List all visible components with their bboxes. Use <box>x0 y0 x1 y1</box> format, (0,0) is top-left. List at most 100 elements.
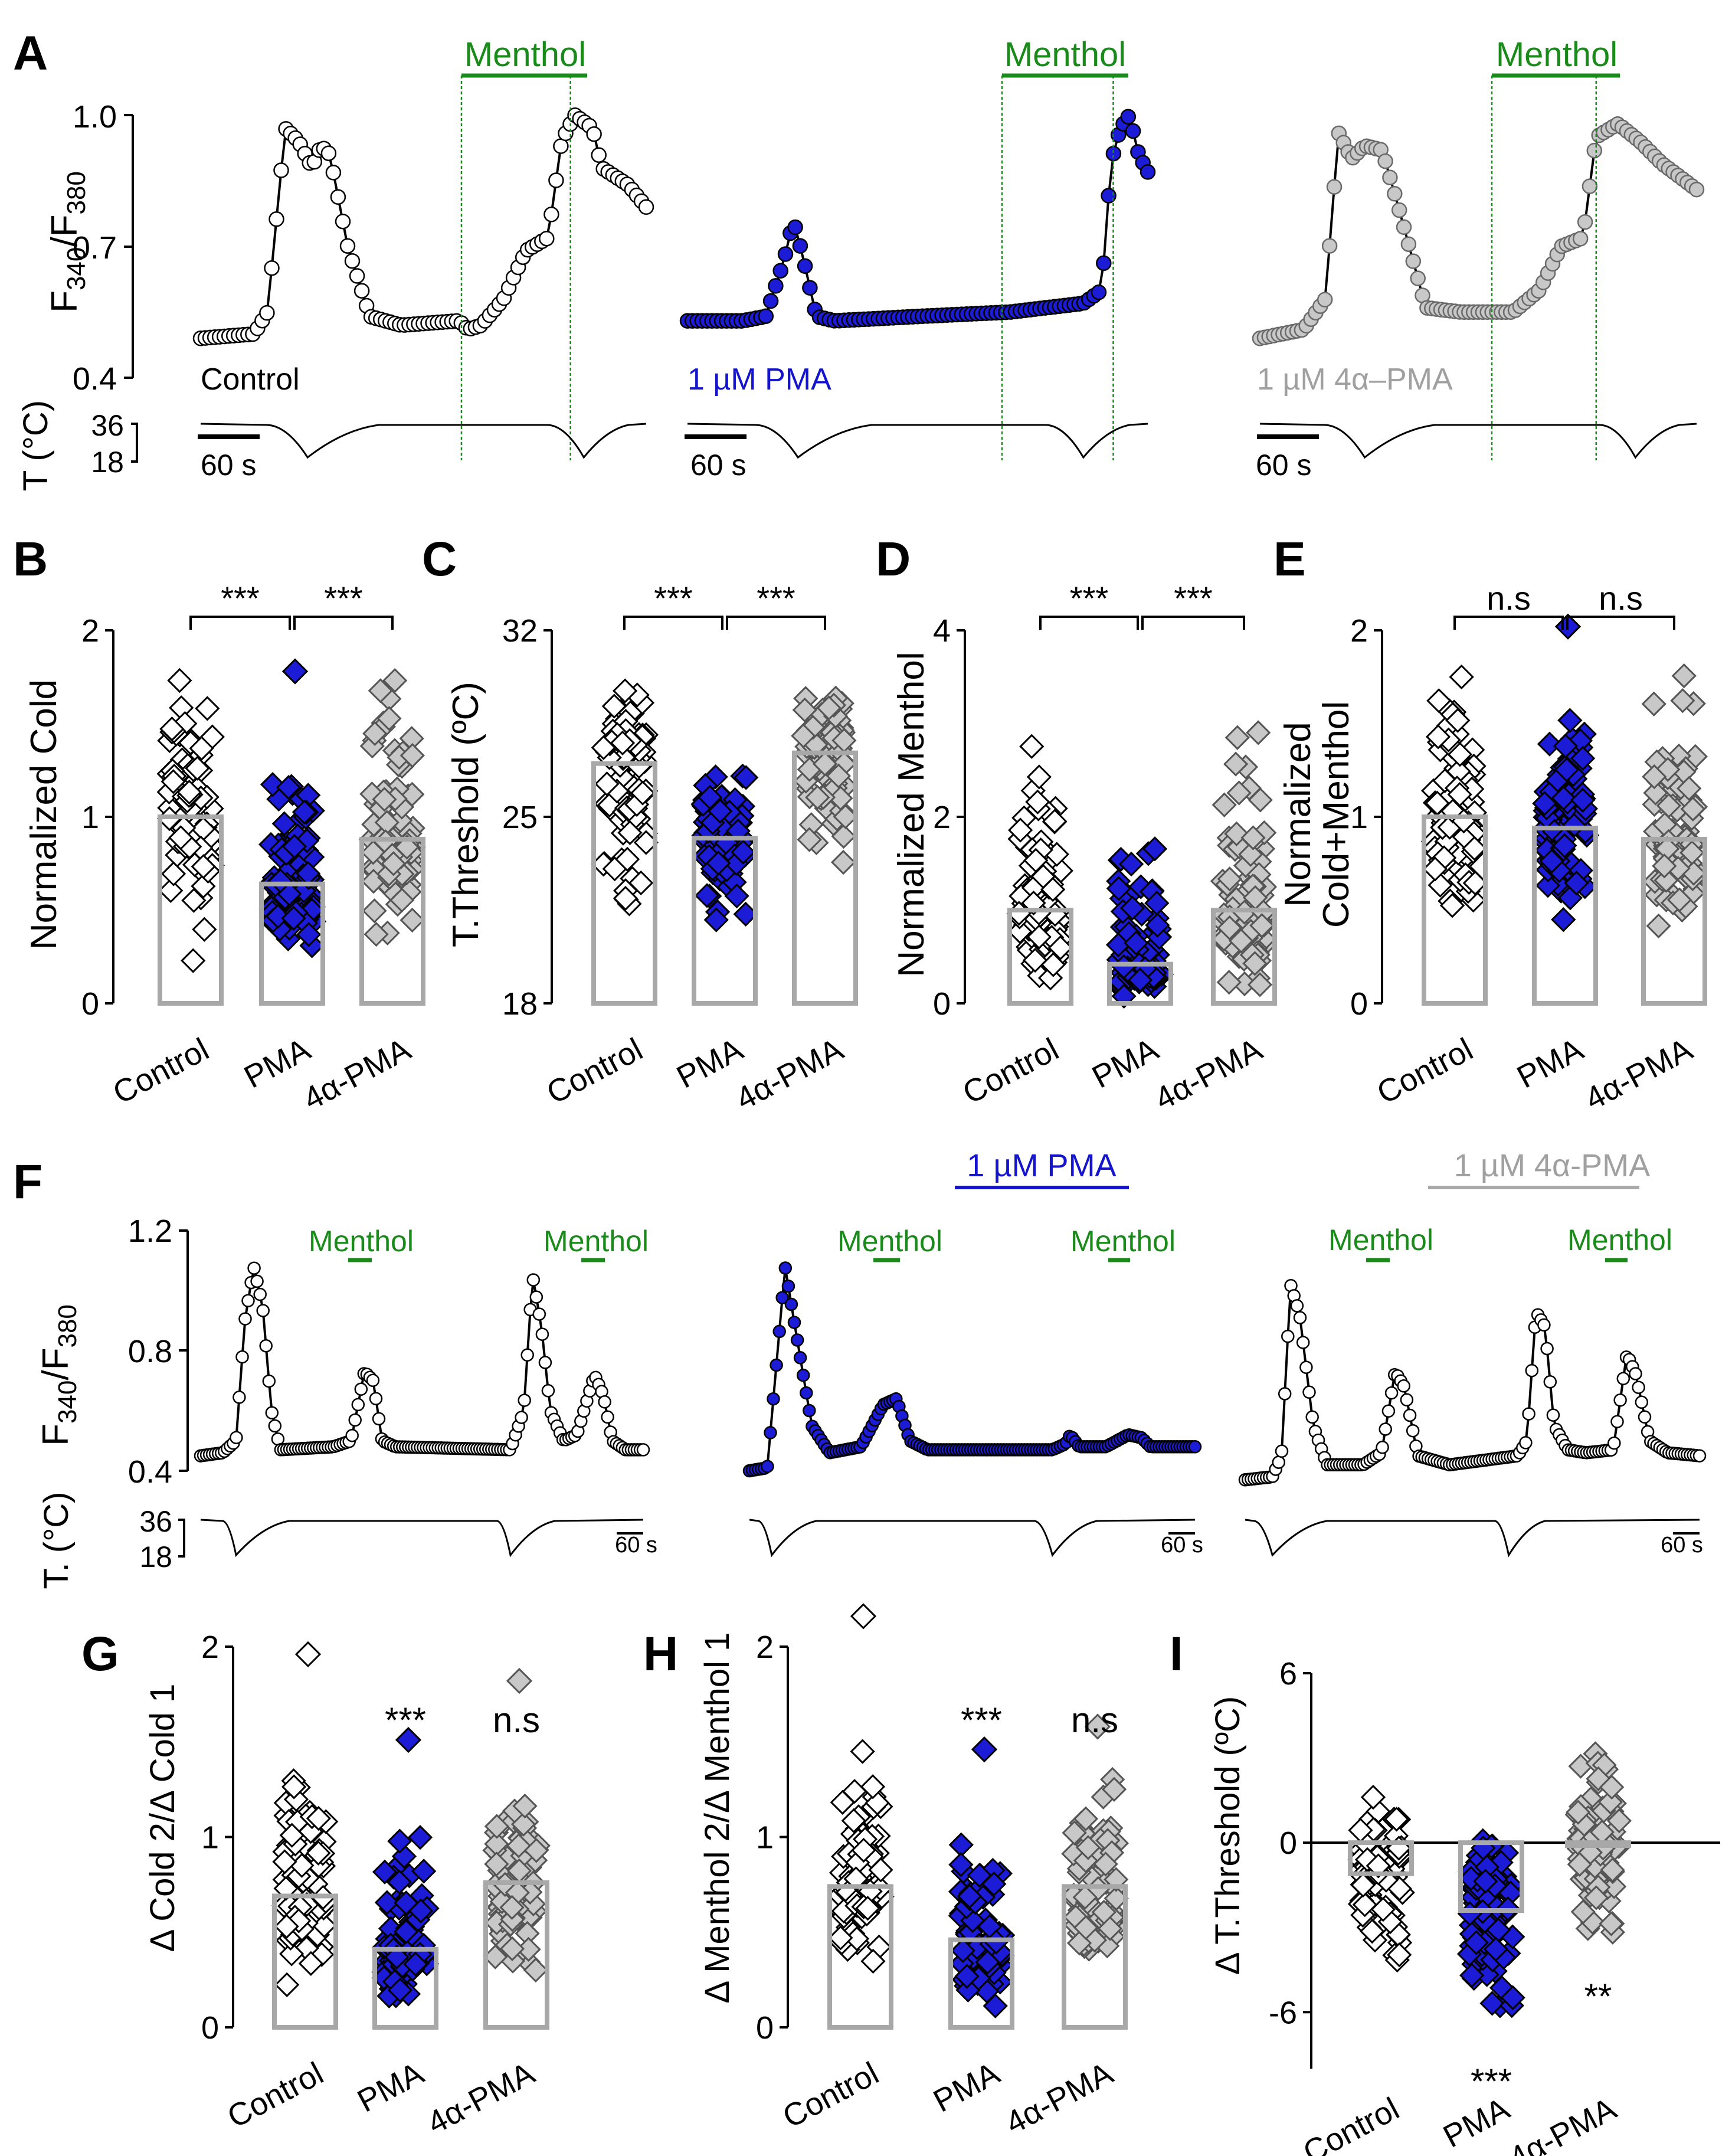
data-point <box>1026 764 1052 790</box>
panel-letter-i: I <box>1170 1627 1183 1681</box>
category-label: PMA <box>352 2056 430 2119</box>
ytick-label: 0 <box>201 2010 219 2046</box>
panel-i-ylabel: Δ T.Threshold (ºC) <box>1209 1696 1247 1975</box>
data-point <box>1008 817 1033 843</box>
data-point <box>591 735 616 760</box>
trace-point <box>764 1426 777 1439</box>
data-point <box>1145 912 1170 938</box>
trace-point <box>1546 1408 1560 1422</box>
data-point <box>400 907 425 933</box>
ytick-label: 18 <box>502 986 538 1022</box>
data-point <box>1600 1857 1625 1883</box>
data-point <box>274 1972 300 1997</box>
data-point <box>708 799 733 824</box>
data-point <box>1037 965 1063 991</box>
data-point <box>1566 1800 1591 1825</box>
data-point <box>281 1774 307 1800</box>
data-point <box>506 1833 532 1859</box>
ytick-label: 2 <box>81 613 99 649</box>
trace-point <box>539 230 555 247</box>
panel-a-ytick-3: 0.4 <box>73 361 117 397</box>
data-point <box>967 1863 992 1888</box>
panel-a-temp-tick-18: 18 <box>91 446 124 479</box>
data-point <box>161 861 186 886</box>
trace-point <box>335 213 351 230</box>
data-point <box>1677 776 1702 801</box>
category-label: Control <box>1371 1032 1479 1111</box>
data-point <box>1483 1936 1508 1962</box>
data-point <box>1229 928 1254 954</box>
data-point <box>279 1941 305 1967</box>
mean-bar <box>1422 814 1488 1006</box>
sig-bracket <box>726 616 826 630</box>
data-point <box>484 1851 509 1877</box>
data-point <box>1539 848 1564 874</box>
data-point <box>1586 1766 1611 1791</box>
sig-bracket <box>189 616 291 630</box>
temp-trace-a-1 <box>687 423 1148 459</box>
panel-a-ytick-2: 0.7 <box>73 230 117 266</box>
trace-point <box>1638 1410 1652 1424</box>
panel-e-normalized-cold-menthol: Normalized Cold+Menthol 0 1 2 Control PMA4α-… <box>1278 580 1708 1117</box>
trace-point <box>1377 153 1393 169</box>
ytick-label: 1 <box>756 1820 774 1856</box>
data-point <box>1030 863 1056 889</box>
data-point <box>868 1857 893 1883</box>
data-point <box>1238 842 1263 867</box>
panel-f-temp-tick-36: 36 <box>139 1505 172 1538</box>
data-point <box>1557 708 1583 733</box>
category-label: Control <box>957 1032 1065 1111</box>
data-point <box>724 883 749 909</box>
trace-point <box>772 263 788 279</box>
mean-bar <box>1565 1840 1631 1848</box>
trace-a-control <box>192 107 654 346</box>
data-point <box>376 706 402 731</box>
data-point <box>1679 840 1705 865</box>
trace-point <box>518 1393 531 1407</box>
sig-mark: ** <box>1584 1977 1612 2016</box>
panel-h-delta-menthol: Δ Menthol 2/Δ Menthol 1 0 1 2 Control PMA4α-… <box>698 1603 1129 2141</box>
trace-point <box>1396 219 1412 235</box>
data-point <box>195 696 220 721</box>
data-point <box>176 780 202 805</box>
trace-a-control-label: Control <box>201 362 300 397</box>
data-point <box>1537 731 1563 757</box>
data-point <box>791 723 816 748</box>
data-point <box>1641 691 1666 717</box>
sig-label: *** <box>221 580 259 617</box>
trace-a-pma <box>679 109 1156 329</box>
trace-f-4alpha-pma <box>1238 1279 1707 1487</box>
data-point <box>1026 924 1052 950</box>
trace-point <box>543 207 559 223</box>
data-point <box>499 1936 525 1961</box>
category-label: Control <box>777 2056 885 2135</box>
data-point <box>948 1852 974 1877</box>
trace-point <box>1278 1387 1292 1401</box>
data-point <box>831 823 856 849</box>
trace-point <box>803 1403 816 1418</box>
trace-point <box>787 219 803 235</box>
panel-h-ylabel: Δ Menthol 2/Δ Menthol 1 <box>698 1632 736 2004</box>
category-label: Control <box>222 2056 329 2135</box>
data-point <box>1075 1835 1101 1860</box>
trace-point <box>800 1386 813 1400</box>
panel-f-ytick-2: 0.8 <box>128 1334 172 1369</box>
data-point <box>1654 868 1679 893</box>
category-label: 4α-PMA <box>297 1032 416 1117</box>
outlier-point <box>506 1667 533 1694</box>
trace-point <box>238 1312 252 1326</box>
data-point <box>1007 919 1033 944</box>
data-point <box>523 1957 548 1983</box>
category-label: PMA <box>1511 1032 1589 1095</box>
panel-f-header-pma: 1 µM PMA <box>967 1148 1116 1183</box>
data-point <box>411 1859 437 1884</box>
data-point <box>850 1739 875 1764</box>
data-point <box>268 868 293 894</box>
data-point <box>734 765 759 790</box>
data-point <box>1554 757 1580 783</box>
data-point <box>1216 970 1242 995</box>
panel-f-traces: F340/F380 1.2 0.8 0.4 T. (°C) 36 18 1 µM… <box>35 1148 1707 1589</box>
data-point <box>159 716 185 742</box>
panel-letter-g: G <box>81 1627 119 1681</box>
data-point <box>1553 733 1579 759</box>
